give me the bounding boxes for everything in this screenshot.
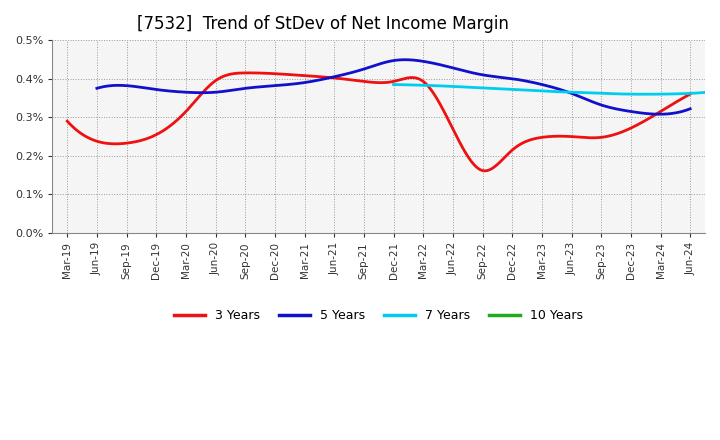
Legend: 3 Years, 5 Years, 7 Years, 10 Years: 3 Years, 5 Years, 7 Years, 10 Years <box>169 304 588 327</box>
3 Years <box>246 70 254 76</box>
7 Years <box>518 88 527 93</box>
7 Years <box>626 92 635 97</box>
3 Years <box>138 137 146 143</box>
5 Years <box>328 75 336 80</box>
3 Years <box>311 74 320 79</box>
3 Years <box>456 142 465 147</box>
7 Years <box>495 86 504 92</box>
3 Years <box>267 71 276 76</box>
7 Years <box>625 92 634 97</box>
5 Years <box>164 88 173 94</box>
5 Years <box>686 106 695 111</box>
5 Years <box>467 70 476 75</box>
5 Years <box>526 79 534 84</box>
5 Years <box>654 112 663 117</box>
3 Years <box>686 92 695 97</box>
5 Years <box>400 57 409 62</box>
7 Years <box>595 91 603 96</box>
3 Years <box>480 168 488 173</box>
Line: 3 Years: 3 Years <box>67 73 690 171</box>
Line: 7 Years: 7 Years <box>394 84 720 94</box>
5 Years <box>286 82 294 87</box>
7 Years <box>390 82 398 87</box>
3 Years <box>516 142 524 147</box>
Line: 5 Years: 5 Years <box>97 60 690 114</box>
7 Years <box>641 92 649 97</box>
7 Years <box>716 88 720 94</box>
5 Years <box>93 86 102 91</box>
7 Years <box>428 83 437 88</box>
Text: [7532]  Trend of StDev of Net Income Margin: [7532] Trend of StDev of Net Income Marg… <box>138 15 509 33</box>
3 Years <box>63 118 71 124</box>
5 Years <box>522 78 531 84</box>
3 Years <box>519 140 528 145</box>
